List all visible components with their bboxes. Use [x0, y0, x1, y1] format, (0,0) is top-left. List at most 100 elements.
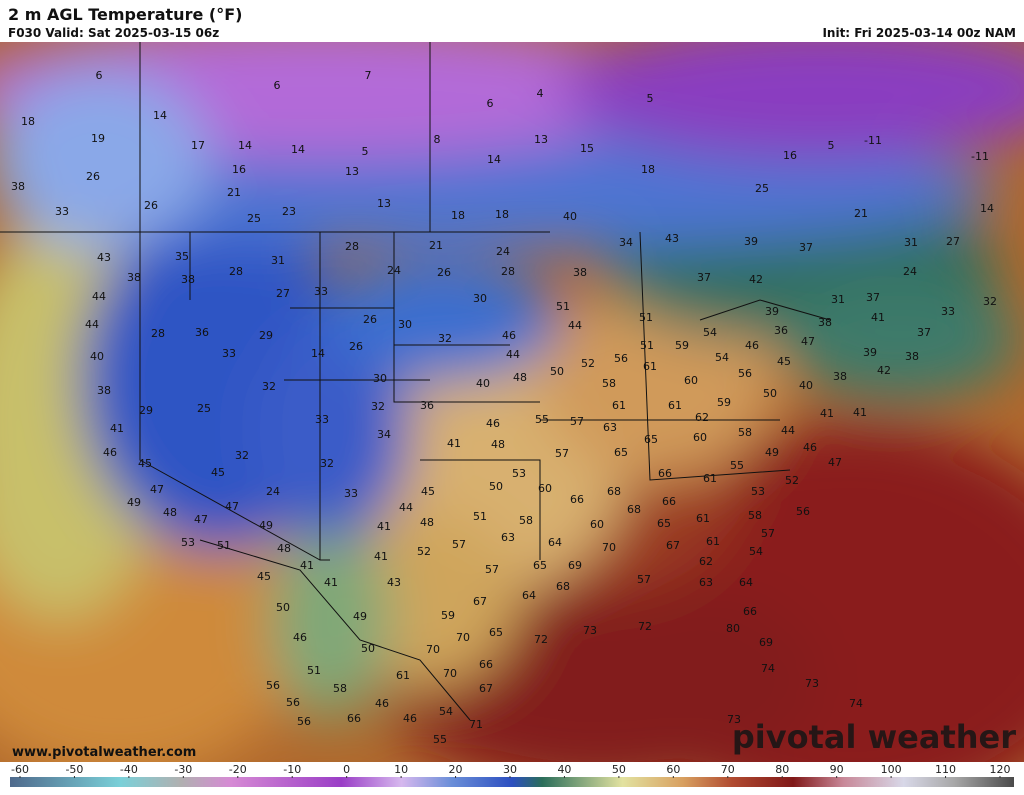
temperature-label: 41 — [300, 559, 314, 572]
colorbar-tick-label: 70 — [721, 763, 735, 776]
temperature-label: 8 — [434, 133, 441, 146]
temperature-label: 32 — [371, 400, 385, 413]
temperature-label: 56 — [297, 715, 311, 728]
temperature-label: 26 — [349, 340, 363, 353]
temperature-label: 37 — [799, 241, 813, 254]
temperature-label: 38 — [97, 384, 111, 397]
temperature-label: 46 — [803, 441, 817, 454]
colorbar-tick-label: 80 — [775, 763, 789, 776]
temperature-label: 51 — [307, 664, 321, 677]
colorbar-tick-label: 0 — [343, 763, 350, 776]
temperature-label: 70 — [443, 667, 457, 680]
colorbar-tick-label: -20 — [229, 763, 247, 776]
temperature-label: 57 — [570, 415, 584, 428]
temperature-label: 67 — [479, 682, 493, 695]
temperature-label: 14 — [291, 143, 305, 156]
temperature-label: 60 — [693, 431, 707, 444]
temperature-label: 49 — [127, 496, 141, 509]
temperature-label: 30 — [398, 318, 412, 331]
temperature-label: 61 — [703, 472, 717, 485]
temperature-label: 49 — [765, 446, 779, 459]
temperature-label: 50 — [550, 365, 564, 378]
temperature-label: 6 — [274, 79, 281, 92]
temperature-label: 65 — [533, 559, 547, 572]
temperature-label: 45 — [138, 457, 152, 470]
colorbar-tick-label: -50 — [65, 763, 83, 776]
temperature-label: 28 — [501, 265, 515, 278]
temperature-label: 5 — [647, 92, 654, 105]
colorbar-tick-label: 10 — [394, 763, 408, 776]
temperature-label: -11 — [971, 150, 989, 163]
temperature-label: 54 — [703, 326, 717, 339]
temperature-label: 41 — [871, 311, 885, 324]
temperature-label: 32 — [262, 380, 276, 393]
temperature-label: 46 — [403, 712, 417, 725]
temperature-label: 38 — [573, 266, 587, 279]
temperature-label: 41 — [447, 437, 461, 450]
temperature-label: 68 — [627, 503, 641, 516]
temperature-label: 34 — [377, 428, 391, 441]
temperature-label: 13 — [534, 133, 548, 146]
temperature-label: 39 — [744, 235, 758, 248]
temperature-label: 39 — [863, 346, 877, 359]
colorbar-tick-label: 30 — [503, 763, 517, 776]
temperature-label: 39 — [765, 305, 779, 318]
watermark: pivotal weather — [732, 718, 1016, 756]
temperature-label: 25 — [247, 212, 261, 225]
temperature-label: 43 — [665, 232, 679, 245]
temperature-label: 61 — [396, 669, 410, 682]
temperature-label: 72 — [638, 620, 652, 633]
temperature-label: 53 — [181, 536, 195, 549]
temperature-label: 48 — [513, 371, 527, 384]
temperature-label: 41 — [374, 550, 388, 563]
temperature-label: 67 — [473, 595, 487, 608]
site-url[interactable]: www.pivotalweather.com — [12, 745, 196, 760]
temperature-label: 33 — [55, 205, 69, 218]
temperature-label: 66 — [743, 605, 757, 618]
temperature-label: 73 — [727, 713, 741, 726]
temperature-label: 5 — [362, 145, 369, 158]
temperature-label: 13 — [377, 197, 391, 210]
temperature-label: 69 — [759, 636, 773, 649]
temperature-label: 37 — [917, 326, 931, 339]
temperature-label: 67 — [666, 539, 680, 552]
temperature-label: 64 — [739, 576, 753, 589]
temperature-label: 45 — [211, 466, 225, 479]
temperature-label: 32 — [235, 449, 249, 462]
temperature-label: 58 — [748, 509, 762, 522]
temperature-label: 43 — [97, 251, 111, 264]
temperature-label: 61 — [643, 360, 657, 373]
temperature-label: 32 — [983, 295, 997, 308]
temperature-label: 60 — [590, 518, 604, 531]
temperature-label: 45 — [777, 355, 791, 368]
colorbar-tick-label: -40 — [120, 763, 138, 776]
temperature-label: 36 — [195, 326, 209, 339]
temperature-label: 60 — [684, 374, 698, 387]
temperature-label: 54 — [715, 351, 729, 364]
temperature-label: 44 — [85, 318, 99, 331]
temperature-label: 18 — [641, 163, 655, 176]
temperature-label: 38 — [127, 271, 141, 284]
temperature-label: 41 — [110, 422, 124, 435]
temperature-label: 66 — [479, 658, 493, 671]
temperature-label: 51 — [640, 339, 654, 352]
temperature-label: 59 — [441, 609, 455, 622]
temperature-label: 21 — [854, 207, 868, 220]
temperature-label: 53 — [512, 467, 526, 480]
temperature-label: 37 — [697, 271, 711, 284]
temperature-label: 58 — [602, 377, 616, 390]
temperature-label: 50 — [276, 601, 290, 614]
temperature-label: 38 — [181, 273, 195, 286]
temperature-label: 69 — [568, 559, 582, 572]
temperature-label: 48 — [163, 506, 177, 519]
temperature-label: 40 — [799, 379, 813, 392]
temperature-label: 28 — [151, 327, 165, 340]
temperature-label: 52 — [581, 357, 595, 370]
temperature-label: 65 — [657, 517, 671, 530]
temperature-label: 68 — [607, 485, 621, 498]
temperature-label: 5 — [828, 139, 835, 152]
temperature-label: 50 — [763, 387, 777, 400]
temperature-label: 31 — [831, 293, 845, 306]
temperature-label: 4 — [537, 87, 544, 100]
